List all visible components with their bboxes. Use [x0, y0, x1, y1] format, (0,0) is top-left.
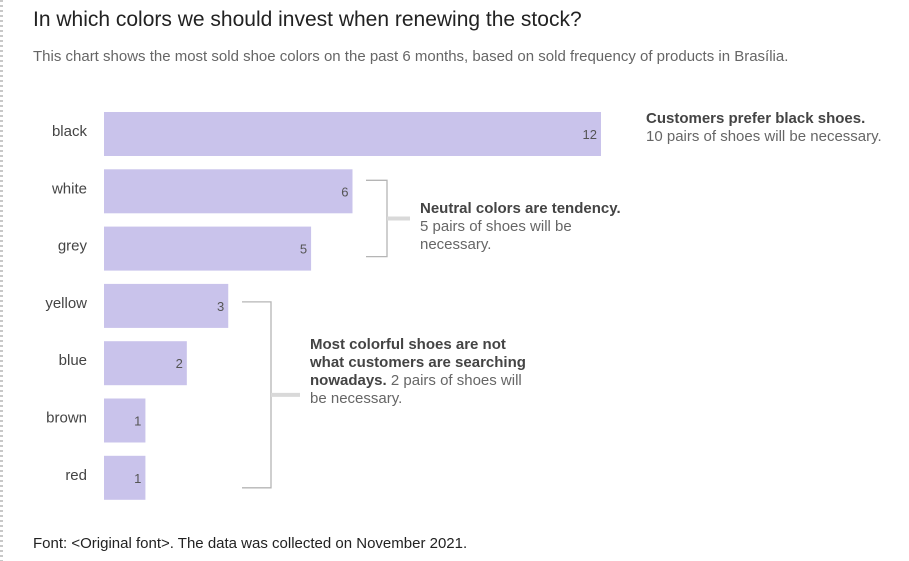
- annotation-colorful: Most colorful shoes are not what custome…: [310, 336, 540, 408]
- annotation-colorful-text: 2 pairs of shoes will be necessary.: [310, 372, 522, 407]
- chart-footer: Font: <Original font>. The data was coll…: [33, 535, 468, 552]
- chart-title: In which colors we should invest when re…: [33, 8, 582, 31]
- category-label-yellow: yellow: [45, 295, 87, 312]
- annotation-neutral: Neutral colors are tendency. 5 pairs of …: [420, 200, 635, 254]
- annotation-black-bold: Customers prefer black shoes.: [646, 110, 866, 127]
- value-label-red: 1: [134, 471, 141, 486]
- bar-black: [104, 112, 601, 156]
- bar-red: [104, 455, 146, 500]
- chart-subtitle: This chart shows the most sold shoe colo…: [33, 48, 789, 65]
- annotation-black-text: 10 pairs of shoes will be necessary.: [646, 128, 882, 145]
- annotation-black: Customers prefer black shoes. 10 pairs o…: [646, 110, 886, 146]
- annotation-neutral-text: 5 pairs of shoes will be necessary.: [420, 218, 572, 253]
- bar-grey: [104, 226, 312, 271]
- value-label-yellow: 3: [217, 299, 224, 314]
- value-label-brown: 1: [134, 414, 141, 429]
- category-label-brown: brown: [46, 410, 87, 427]
- category-label-grey: grey: [58, 238, 88, 255]
- category-label-red: red: [65, 467, 87, 484]
- category-label-blue: blue: [59, 352, 87, 369]
- left-dotted-rule: [0, 0, 3, 561]
- annotation-neutral-bold: Neutral colors are tendency.: [420, 200, 621, 217]
- bar-blue: [104, 341, 187, 386]
- value-label-black: 12: [583, 127, 597, 142]
- bar-white: [104, 169, 353, 214]
- annotation-colorful-bold: Most colorful shoes are not what custome…: [310, 336, 526, 389]
- category-label-black: black: [52, 123, 88, 140]
- value-label-white: 6: [341, 184, 348, 199]
- bar-brown: [104, 398, 146, 443]
- value-label-blue: 2: [176, 356, 183, 371]
- category-label-white: white: [51, 180, 87, 197]
- value-label-grey: 5: [300, 242, 307, 257]
- bar-yellow: [104, 283, 229, 328]
